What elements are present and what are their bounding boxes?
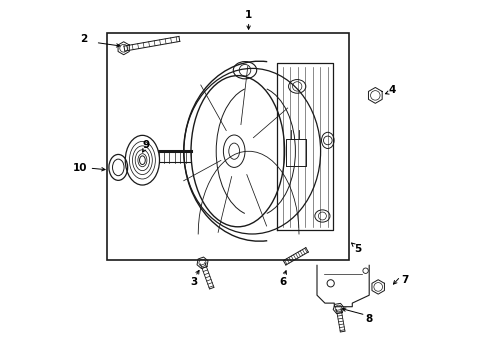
Bar <box>107 33 349 260</box>
Text: 9: 9 <box>143 140 150 150</box>
Text: 5: 5 <box>354 244 361 254</box>
Text: 8: 8 <box>366 314 373 324</box>
Text: 10: 10 <box>73 163 88 173</box>
Text: 7: 7 <box>401 275 409 285</box>
Text: 3: 3 <box>190 276 197 287</box>
Text: 2: 2 <box>80 34 87 44</box>
Text: 4: 4 <box>389 85 396 95</box>
Text: 1: 1 <box>245 10 252 21</box>
Text: 6: 6 <box>279 276 287 287</box>
